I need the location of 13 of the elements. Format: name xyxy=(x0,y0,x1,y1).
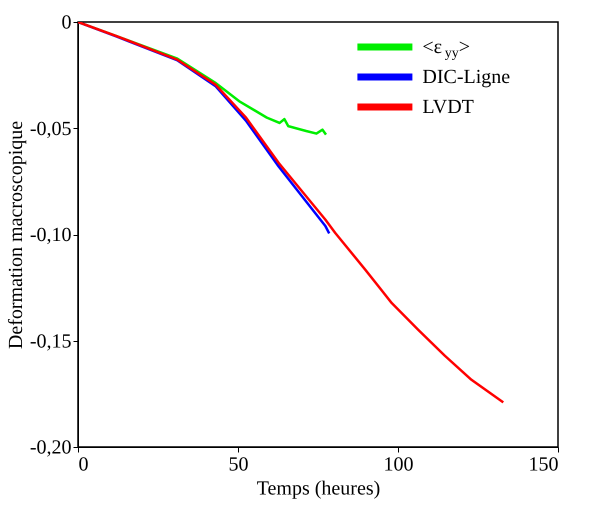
y-tick-label: 0 xyxy=(62,12,72,34)
legend-label: DIC-Ligne xyxy=(422,66,510,88)
x-axis-title: Temps (heures) xyxy=(256,478,380,500)
x-tick-label: 50 xyxy=(228,454,248,476)
x-tick-label: 100 xyxy=(384,454,414,476)
y-tick-label: -0,10 xyxy=(30,224,72,246)
y-tick-label: -0,15 xyxy=(30,330,72,352)
y-axis-title: Deformation macroscopique xyxy=(4,120,27,350)
y-tick-label: -0,05 xyxy=(30,118,72,140)
x-tick-label: 0 xyxy=(78,454,88,476)
x-tick-label: 150 xyxy=(528,454,558,476)
y-tick-label: -0,20 xyxy=(30,436,72,458)
legend-label: LVDT xyxy=(422,96,474,118)
